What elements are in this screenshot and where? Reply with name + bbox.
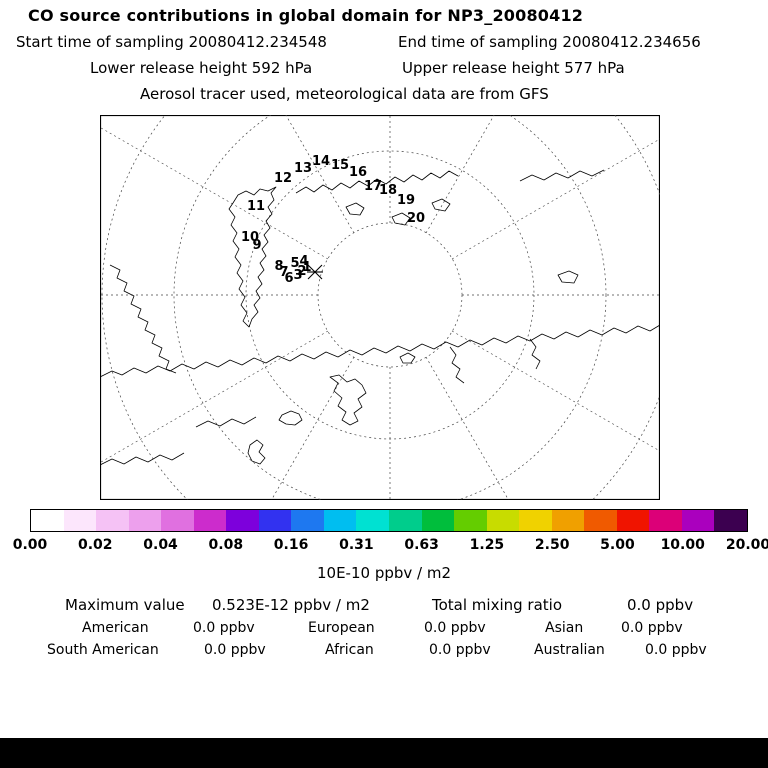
- colorbar-segment: [96, 510, 129, 531]
- trajectory-point-13: 13: [294, 161, 312, 176]
- trajectory-point-4: 4: [299, 254, 308, 269]
- region-value-australian: 0.0 ppbv: [645, 642, 707, 658]
- colorbar-tick: 5.00: [600, 537, 635, 553]
- colorbar-segments: [31, 510, 748, 531]
- colorbar-segment: [649, 510, 682, 531]
- trajectory-point-16: 16: [349, 165, 367, 180]
- region-label-asian: Asian: [545, 620, 584, 636]
- colorbar-tick: 1.25: [469, 537, 505, 553]
- colorbar-tick: 0.16: [273, 537, 309, 553]
- colorbar-tick: 0.63: [404, 537, 439, 553]
- colorbar-segment: [323, 510, 357, 531]
- trajectory-point-8: 8: [274, 259, 283, 274]
- colorbar-segment: [486, 510, 520, 531]
- total-mixing-ratio-value: 0.0 ppbv: [627, 596, 694, 614]
- trajectory-point-17: 17: [364, 179, 382, 194]
- end-time-label: End time of sampling 20080412.234656: [398, 33, 701, 51]
- region-label-australian: Australian: [534, 642, 605, 658]
- colorbar-tick: 0.04: [143, 537, 178, 553]
- colorbar-tick: 2.50: [534, 537, 570, 553]
- region-label-american: American: [82, 620, 149, 636]
- colorbar-segment: [584, 510, 617, 531]
- colorbar-segment: [226, 510, 259, 531]
- colorbar-tick: 0.31: [339, 537, 374, 553]
- trajectory-point-1: 1: [302, 260, 311, 275]
- tracer-note: Aerosol tracer used, meteorological data…: [140, 85, 549, 103]
- trajectory-point-3: 3: [293, 268, 302, 283]
- colorbar-segment: [193, 510, 227, 531]
- colorbar-segment: [519, 510, 552, 531]
- colorbar-tick: 20.00: [725, 537, 768, 553]
- region-value-african: 0.0 ppbv: [429, 642, 491, 658]
- upper-release-label: Upper release height 577 hPa: [402, 59, 625, 77]
- colorbar-segment: [714, 510, 748, 531]
- trajectory-point-9: 9: [252, 238, 261, 253]
- graticule: [100, 115, 660, 500]
- colorbar-tick: 10.00: [660, 537, 705, 553]
- colorbar-segment: [616, 510, 650, 531]
- colorbar-segment: [291, 510, 324, 531]
- colorbar-unit: 10E-10 ppbv / m2: [316, 564, 452, 582]
- colorbar-segment: [681, 510, 715, 531]
- trajectory-point-5: 5: [290, 256, 299, 271]
- trajectory-point-15: 15: [331, 158, 349, 173]
- colorbar-segment: [128, 510, 162, 531]
- start-time-label: Start time of sampling 20080412.234548: [16, 33, 327, 51]
- colorbar-tick: 0.00: [12, 537, 48, 553]
- map-border: [99, 114, 661, 501]
- region-value-south-american: 0.0 ppbv: [204, 642, 266, 658]
- colorbar-segment: [389, 510, 422, 531]
- maximum-value-label: Maximum value: [65, 596, 185, 614]
- colorbar: [30, 509, 748, 532]
- lower-release-label: Lower release height 592 hPa: [90, 59, 313, 77]
- region-label-european: European: [308, 620, 375, 636]
- colorbar-ticks: 0.00 0.02 0.04 0.08 0.16 0.31 0.63 1.25 2.50 5.00…: [13, 537, 768, 555]
- trajectory-point-19: 19: [397, 193, 415, 208]
- trajectory-point-2: 2: [297, 264, 306, 279]
- receptor-marker: [307, 264, 323, 280]
- region-value-asian: 0.0 ppbv: [621, 620, 683, 636]
- footer-bar: [0, 738, 768, 768]
- trajectory-point-14: 14: [312, 154, 330, 169]
- colorbar-segment: [31, 510, 64, 531]
- page-title: CO source contributions in global domain…: [28, 6, 584, 25]
- coastlines: [100, 169, 660, 466]
- region-value-european: 0.0 ppbv: [424, 620, 486, 636]
- colorbar-segment: [161, 510, 194, 531]
- colorbar-segment: [258, 510, 292, 531]
- colorbar-segment: [421, 510, 455, 531]
- trajectory-point-20: 20: [407, 211, 425, 226]
- map-panel: 1 2 3 4 5 6 7 8 9 10 11 12 13 14 15 16 17 18 19 20: [99, 114, 661, 501]
- region-label-african: African: [325, 642, 374, 658]
- region-label-south-american: South American: [47, 642, 159, 658]
- trajectory-point-10: 10: [241, 230, 259, 245]
- colorbar-tick: 0.02: [77, 537, 113, 553]
- trajectory-point-11: 11: [247, 199, 265, 214]
- colorbar-segment: [551, 510, 585, 531]
- trajectory-point-12: 12: [274, 171, 292, 186]
- trajectory-point-18: 18: [379, 183, 397, 198]
- trajectory-point-7: 7: [279, 265, 288, 280]
- colorbar-segment: [454, 510, 487, 531]
- colorbar-segment: [356, 510, 390, 531]
- trajectory-point-6: 6: [284, 271, 293, 286]
- colorbar-tick: 0.08: [208, 537, 244, 553]
- colorbar-segment: [63, 510, 97, 531]
- total-mixing-ratio-label: Total mixing ratio: [432, 596, 563, 614]
- maximum-value: 0.523E-12 ppbv / m2: [212, 596, 370, 614]
- region-value-american: 0.0 ppbv: [193, 620, 255, 636]
